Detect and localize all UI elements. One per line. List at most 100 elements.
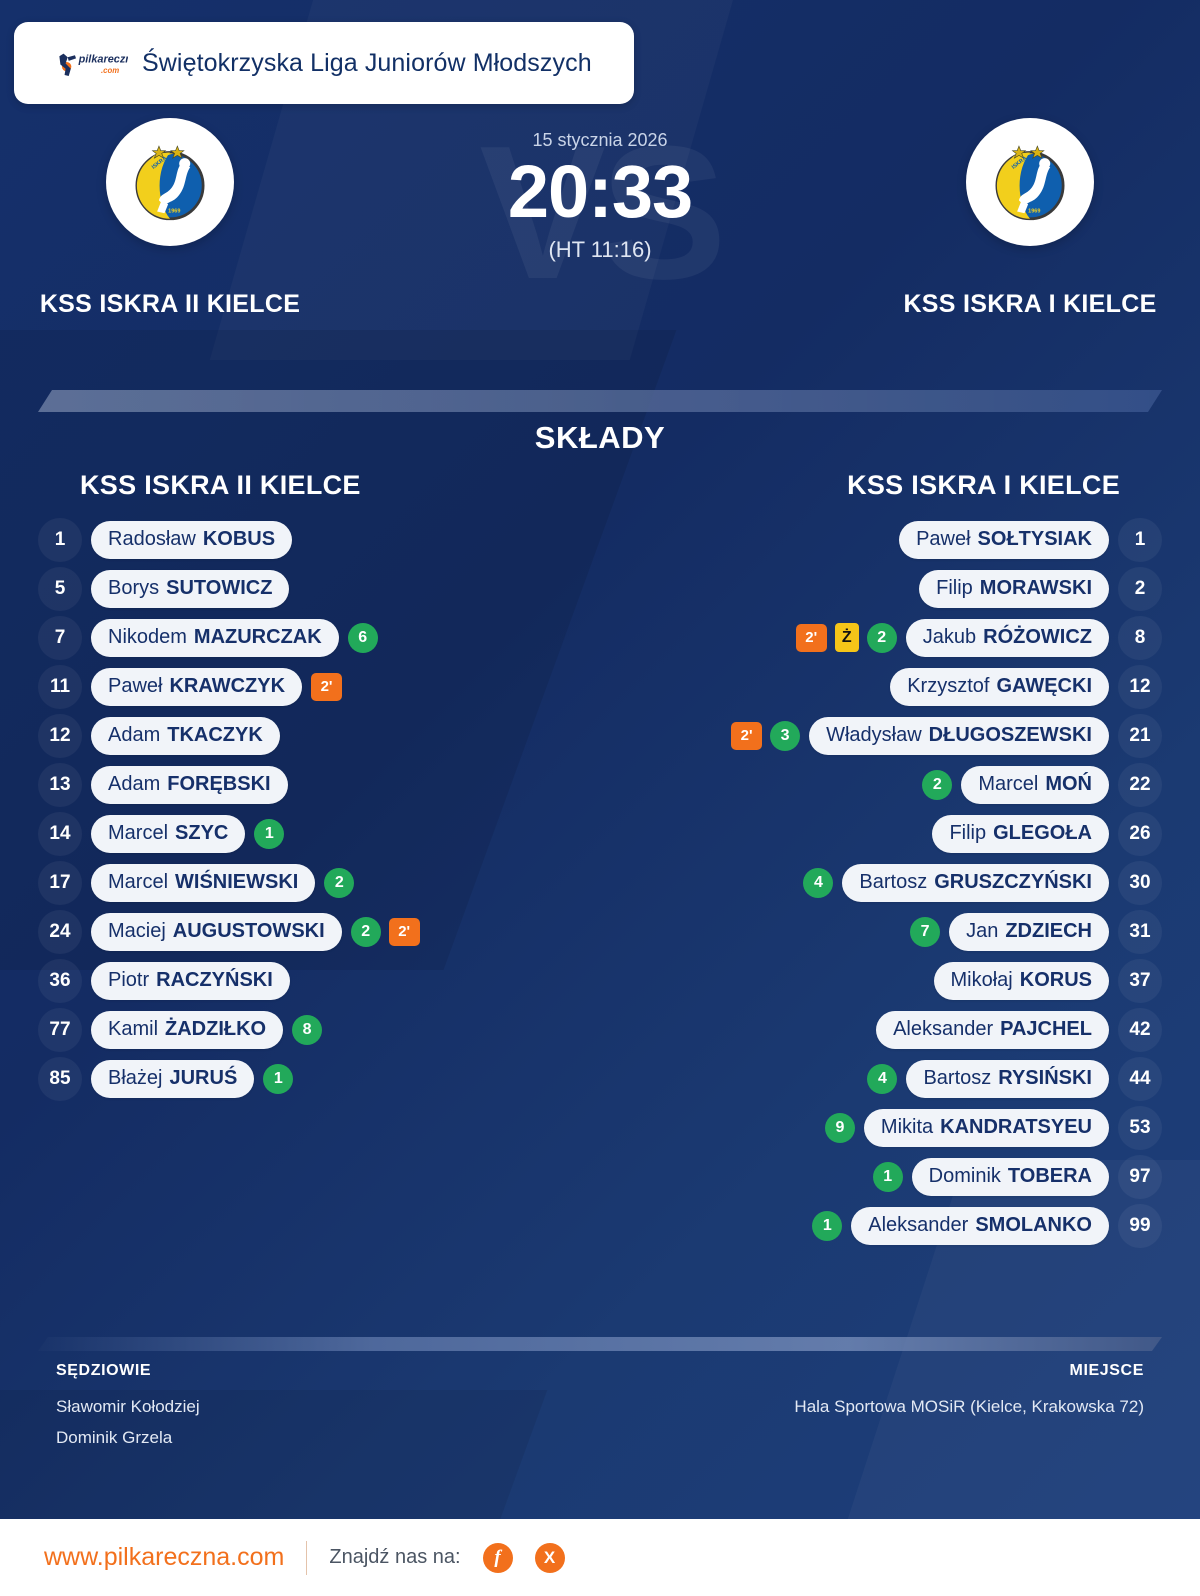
player-row[interactable]: 99 Aleksander SMOLANKO 1	[602, 1201, 1162, 1250]
player-row[interactable]: 2 Filip MORAWSKI	[602, 564, 1162, 613]
player-name-pill[interactable]: Filip GLEGOŁA	[932, 814, 1109, 853]
player-row[interactable]: 85 Błażej JURUŚ 1	[38, 1054, 598, 1103]
player-last-name: KRAWCZYK	[169, 675, 286, 697]
player-row[interactable]: 42 Aleksander PAJCHEL	[602, 1005, 1162, 1054]
player-name-pill[interactable]: Filip MORAWSKI	[919, 569, 1109, 608]
player-name-pill[interactable]: Jakub RÓŻOWICZ	[905, 618, 1109, 657]
player-row[interactable]: 31 Jan ZDZIECH 7	[602, 907, 1162, 956]
player-name-pill[interactable]: Adam TKACZYK	[91, 716, 280, 755]
player-name-pill[interactable]: Marcel MOŃ	[961, 765, 1109, 804]
player-row[interactable]: 22 Marcel MOŃ 2	[602, 760, 1162, 809]
player-badges: 4	[867, 1063, 898, 1094]
goals-badge: 1	[872, 1161, 903, 1192]
lineups-section-title: SKŁADY	[534, 420, 666, 455]
player-name-pill[interactable]: Piotr RACZYŃSKI	[91, 961, 290, 1000]
player-badges: 2	[324, 867, 355, 898]
player-row[interactable]: 44 Bartosz RYSIŃSKI 4	[602, 1054, 1162, 1103]
home-lineup-title: KSS ISKRA II KIELCE	[80, 470, 361, 500]
player-badges: 7	[910, 916, 941, 947]
player-name-pill[interactable]: Krzysztof GAWĘCKI	[890, 667, 1109, 706]
player-name-pill[interactable]: Władysław DŁUGOSZEWSKI	[809, 716, 1109, 755]
goals-badge: 6	[347, 622, 378, 653]
player-badges: 6	[347, 622, 378, 653]
player-name-pill[interactable]: Paweł KRAWCZYK	[91, 667, 303, 706]
away-team-crest-icon: ISKRA 1969	[966, 118, 1094, 246]
player-row[interactable]: 8 Jakub RÓŻOWICZ 2 Ż 2'	[602, 613, 1162, 662]
player-row[interactable]: 21 Władysław DŁUGOSZEWSKI 3 2'	[602, 711, 1162, 760]
player-first-name: Borys	[108, 577, 160, 599]
svg-text:1969: 1969	[1028, 208, 1040, 214]
player-first-name: Piotr	[108, 969, 150, 991]
player-row[interactable]: 14 Marcel SZYC 1	[38, 809, 598, 858]
player-row[interactable]: 30 Bartosz GRUSZCZYŃSKI 4	[602, 858, 1162, 907]
player-number: 30	[1118, 860, 1162, 905]
player-number: 31	[1118, 909, 1162, 954]
player-row[interactable]: 1 Paweł SOŁTYSIAK	[602, 515, 1162, 564]
player-row[interactable]: 5 Borys SUTOWICZ	[38, 564, 598, 613]
player-number: 14	[38, 811, 82, 856]
player-name-pill[interactable]: Borys SUTOWICZ	[91, 569, 290, 608]
home-team-crest-icon: ISKRA 1969	[106, 118, 234, 246]
player-row[interactable]: 53 Mikita KANDRATSYEU 9	[602, 1103, 1162, 1152]
player-last-name: RACZYŃSKI	[156, 969, 273, 991]
player-name-pill[interactable]: Marcel SZYC	[91, 814, 246, 853]
goals-badge: 2	[922, 769, 953, 800]
svg-text:pilkareczna: pilkareczna	[78, 53, 128, 65]
player-first-name: Adam	[108, 773, 161, 795]
player-last-name: FORĘBSKI	[167, 773, 271, 795]
player-first-name: Jan	[966, 920, 999, 942]
player-first-name: Błażej	[108, 1067, 163, 1089]
player-number: 7	[38, 615, 82, 660]
player-row[interactable]: 36 Piotr RACZYŃSKI	[38, 956, 598, 1005]
player-name-pill[interactable]: Paweł SOŁTYSIAK	[899, 520, 1109, 559]
player-name-pill[interactable]: Maciej AUGUSTOWSKI	[91, 912, 342, 951]
website-link[interactable]: www.pilkareczna.com	[44, 1543, 285, 1571]
player-row[interactable]: 97 Dominik TOBERA 1	[602, 1152, 1162, 1201]
player-first-name: Bartosz	[923, 1067, 992, 1089]
league-name: Świętokrzyska Liga Juniorów Młodszych	[142, 48, 592, 77]
player-number: 26	[1118, 811, 1162, 856]
player-name-pill[interactable]: Mikita KANDRATSYEU	[863, 1108, 1109, 1147]
player-name-pill[interactable]: Adam FORĘBSKI	[91, 765, 288, 804]
player-row[interactable]: 12 Krzysztof GAWĘCKI	[602, 662, 1162, 711]
player-name-pill[interactable]: Aleksander PAJCHEL	[876, 1010, 1109, 1049]
player-name-pill[interactable]: Mikołaj KORUS	[933, 961, 1109, 1000]
player-row[interactable]: 11 Paweł KRAWCZYK 2'	[38, 662, 598, 711]
player-row[interactable]: 24 Maciej AUGUSTOWSKI 2 2'	[38, 907, 598, 956]
player-row[interactable]: 7 Nikodem MAZURCZAK 6	[38, 613, 598, 662]
player-row[interactable]: 12 Adam TKACZYK	[38, 711, 598, 760]
player-first-name: Kamil	[108, 1018, 159, 1040]
goals-badge: 3	[770, 720, 801, 751]
player-row[interactable]: 37 Mikołaj KORUS	[602, 956, 1162, 1005]
player-first-name: Aleksander	[868, 1214, 969, 1236]
player-first-name: Jakub	[922, 626, 977, 648]
away-lineup-title: KSS ISKRA I KIELCE	[847, 470, 1120, 500]
twitter-x-icon[interactable]: X	[534, 1542, 565, 1573]
player-row[interactable]: 1 Radosław KOBUS	[38, 515, 598, 564]
away-lineup-list: 1 Paweł SOŁTYSIAK 2 Filip MORAWSKI 8 Jakub RÓŻOW…	[602, 515, 1162, 1250]
player-row[interactable]: 26 Filip GLEGOŁA	[602, 809, 1162, 858]
player-name-pill[interactable]: Jan ZDZIECH	[949, 912, 1109, 951]
player-name-pill[interactable]: Kamil ŻADZIŁKO	[91, 1010, 284, 1049]
info-divider-band	[38, 1337, 1162, 1351]
facebook-icon[interactable]: f	[482, 1542, 513, 1573]
player-name-pill[interactable]: Dominik TOBERA	[911, 1157, 1109, 1196]
player-name-pill[interactable]: Błażej JURUŚ	[91, 1059, 255, 1098]
player-last-name: JURUŚ	[169, 1067, 238, 1089]
player-name-pill[interactable]: Aleksander SMOLANKO	[851, 1206, 1109, 1245]
player-row[interactable]: 17 Marcel WIŚNIEWSKI 2	[38, 858, 598, 907]
player-name-pill[interactable]: Radosław KOBUS	[91, 520, 293, 559]
player-name-pill[interactable]: Nikodem MAZURCZAK	[91, 618, 339, 657]
player-name-pill[interactable]: Marcel WIŚNIEWSKI	[91, 863, 316, 902]
player-row[interactable]: 77 Kamil ŻADZIŁKO 8	[38, 1005, 598, 1054]
suspension-badge: 2'	[795, 623, 827, 652]
player-last-name: DŁUGOSZEWSKI	[928, 724, 1092, 746]
player-name-pill[interactable]: Bartosz RYSIŃSKI	[906, 1059, 1109, 1098]
match-header: ISKRA 1969 KSS ISKRA II KIELCE 15 styczn…	[0, 118, 1200, 378]
player-number: 13	[38, 762, 82, 807]
player-name-pill[interactable]: Bartosz GRUSZCZYŃSKI	[842, 863, 1109, 902]
goals-badge: 2	[350, 916, 381, 947]
player-last-name: TKACZYK	[167, 724, 263, 746]
player-row[interactable]: 13 Adam FORĘBSKI	[38, 760, 598, 809]
player-first-name: Paweł	[916, 528, 971, 550]
